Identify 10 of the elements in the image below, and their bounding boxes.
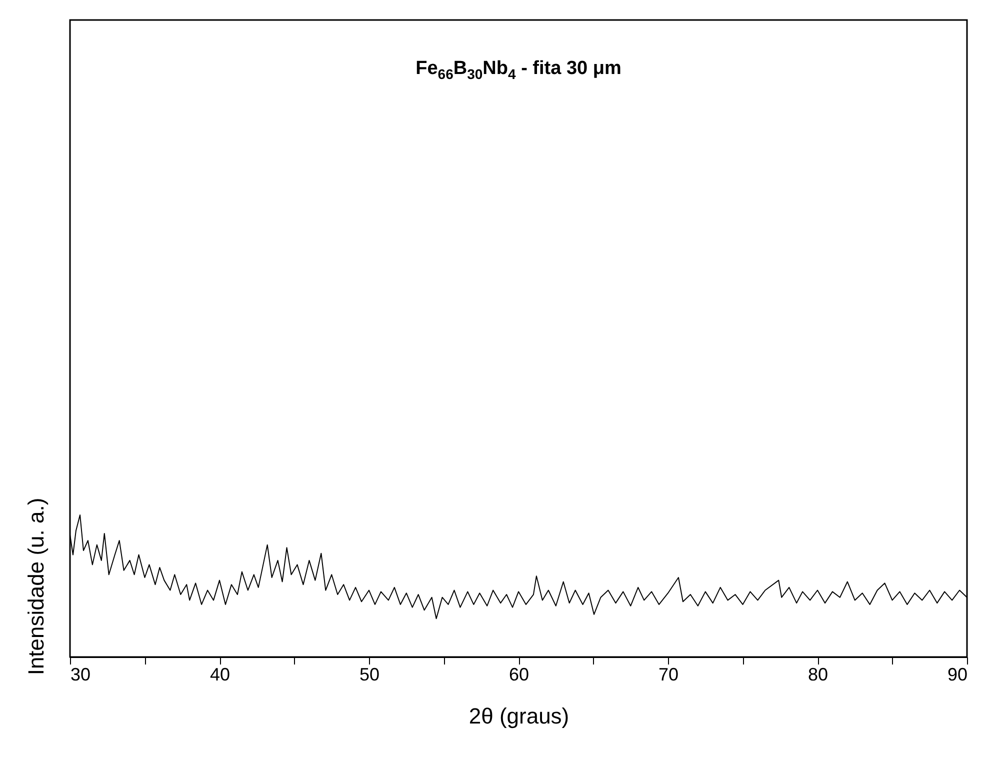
x-tick-label: 90 bbox=[947, 664, 968, 684]
x-tick-label: 30 bbox=[70, 664, 91, 684]
x-tick-label: 40 bbox=[210, 664, 230, 684]
x-tick-label: 80 bbox=[808, 664, 828, 684]
y-axis-title: Intensidade (u. a.) bbox=[24, 498, 48, 676]
x-axis-title: 2θ (graus) bbox=[468, 704, 570, 728]
text: Fe$_{66}$B$_{30}$Nb$_{4}$ - fita 30 μm bbox=[414, 58, 622, 82]
x-tick-label: 50 bbox=[359, 664, 380, 684]
x-tick-label: 70 bbox=[658, 664, 679, 684]
x-tick-label: 60 bbox=[508, 664, 530, 684]
